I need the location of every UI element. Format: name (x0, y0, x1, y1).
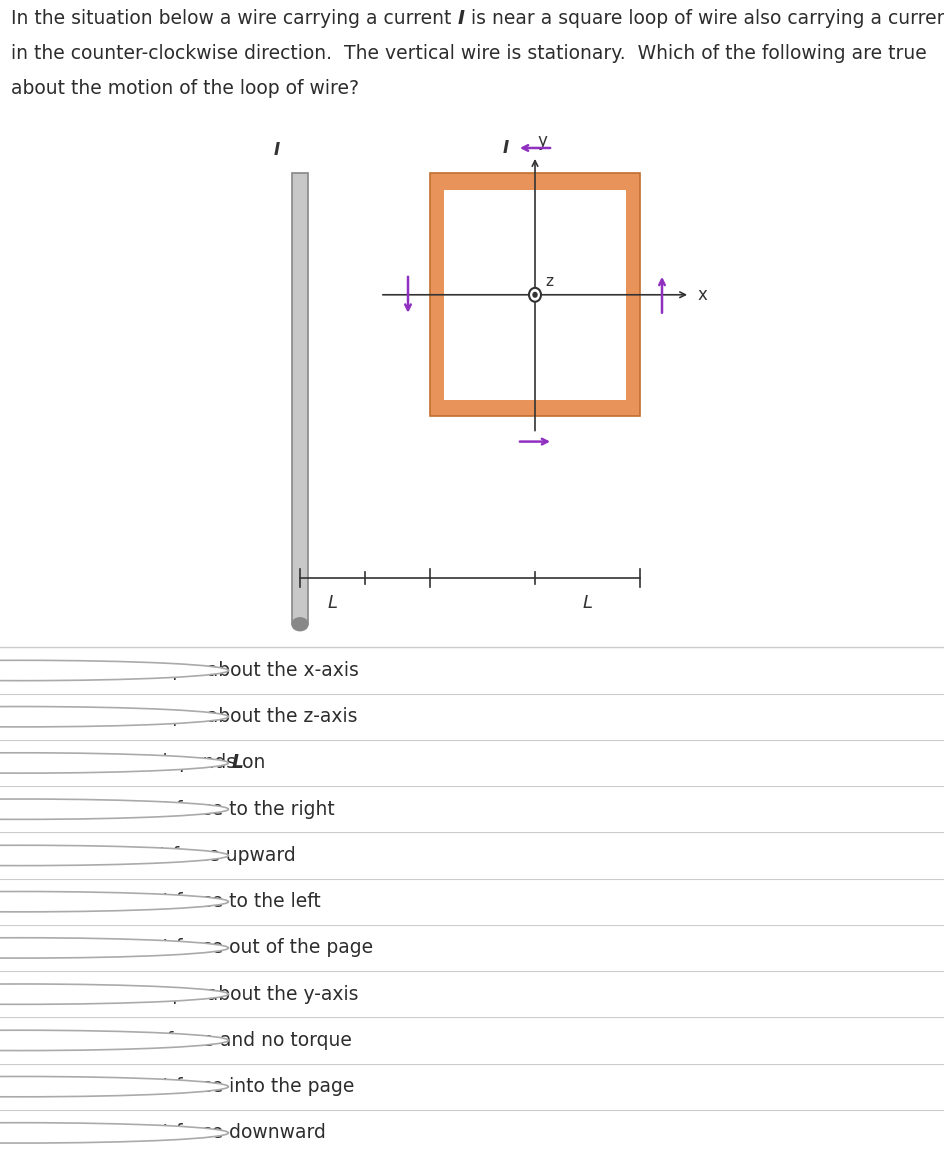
Text: there is a net force out of the page: there is a net force out of the page (45, 939, 373, 957)
Text: there is a net force into the page: there is a net force into the page (45, 1077, 354, 1096)
Text: there is a net force to the right: there is a net force to the right (45, 800, 335, 818)
Bar (444, 190, 626, 400)
Text: there is a net force downward: there is a net force downward (45, 1124, 326, 1142)
Circle shape (529, 288, 541, 302)
Text: there is a net force to the left: there is a net force to the left (45, 892, 321, 911)
Bar (292, 173, 308, 624)
Circle shape (0, 1076, 228, 1097)
Text: L: L (582, 594, 593, 613)
Text: there no net force and no torque: there no net force and no torque (45, 1031, 352, 1050)
Bar (430, 173, 640, 416)
Text: L: L (328, 594, 338, 613)
Text: x: x (698, 286, 708, 304)
Circle shape (0, 799, 228, 820)
Text: z: z (545, 274, 553, 289)
Text: I: I (458, 9, 464, 28)
Bar (430, 173, 640, 416)
Circle shape (0, 753, 228, 773)
Circle shape (0, 984, 228, 1005)
Circle shape (0, 845, 228, 866)
Text: in the counter-clockwise direction.  The vertical wire is stationary.  Which of : in the counter-clockwise direction. The … (11, 44, 927, 62)
Ellipse shape (292, 617, 308, 631)
Circle shape (0, 660, 228, 681)
Circle shape (0, 938, 228, 958)
Text: the answer depends on: the answer depends on (45, 754, 271, 772)
Text: y: y (537, 132, 547, 150)
Text: there is a torque about the z-axis: there is a torque about the z-axis (45, 707, 358, 726)
Text: there is a torque about the y-axis: there is a torque about the y-axis (45, 985, 359, 1003)
Text: I: I (274, 141, 280, 160)
Circle shape (0, 1030, 228, 1051)
Text: In the situation below a wire carrying a current: In the situation below a wire carrying a… (11, 9, 458, 28)
Text: there if a net force upward: there if a net force upward (45, 846, 295, 865)
Text: there is a torque about the x-axis: there is a torque about the x-axis (45, 661, 359, 680)
Text: I: I (503, 139, 509, 157)
Text: is near a square loop of wire also carrying a current: is near a square loop of wire also carry… (464, 9, 944, 28)
Circle shape (533, 292, 537, 297)
Text: L: L (232, 754, 244, 772)
Circle shape (0, 1122, 228, 1143)
Circle shape (0, 706, 228, 727)
Circle shape (0, 891, 228, 912)
Text: about the motion of the loop of wire?: about the motion of the loop of wire? (11, 79, 360, 98)
